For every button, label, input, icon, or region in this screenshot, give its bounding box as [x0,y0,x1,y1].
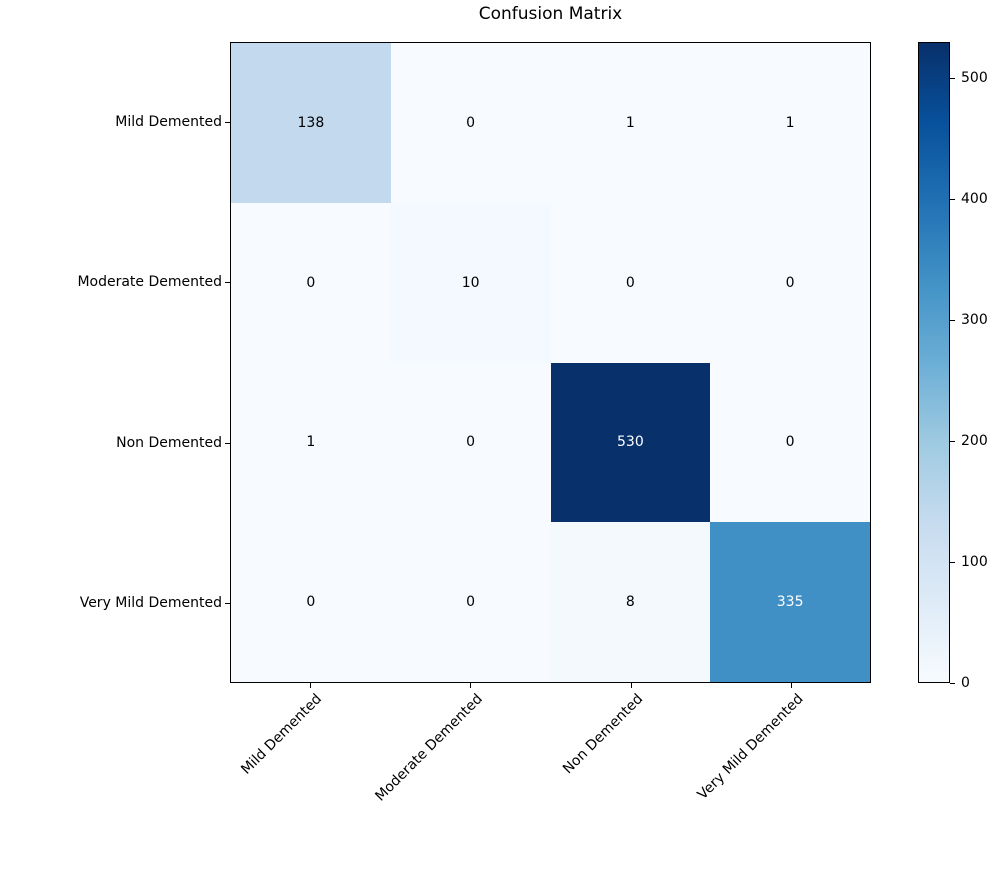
heatmap-cell-r0c1: 0 [390,43,551,203]
y-tick-mark [225,122,230,123]
heatmap-cell-r3c3: 335 [710,522,870,682]
cell-value: 0 [306,274,316,291]
colorbar-tick-label-0: 0 [961,675,970,691]
cell-value: 8 [625,594,635,611]
cell-value: 0 [785,434,795,451]
heatmap-cell-r2c1: 0 [390,362,551,523]
x-tick-label-1: Moderate Demented [372,691,486,805]
cell-value: 0 [306,594,316,611]
cell-value: 0 [466,434,476,451]
colorbar [918,42,950,683]
x-tick-label-3: Very Mild Demented [694,691,807,803]
heatmap-cell-r1c1: 10 [390,202,551,363]
heatmap-cell-r2c2: 530 [550,362,711,523]
x-tick-mark [631,683,632,688]
y-tick-label-3: Very Mild Demented [79,594,222,611]
cell-value: 1 [625,114,635,131]
cell-value: 335 [776,594,804,611]
cell-value: 530 [617,434,644,451]
colorbar-tick-mark [950,441,955,442]
y-tick-label-2: Non Demented [116,434,222,451]
x-tick-label-0: Mild Demented [238,691,326,778]
heatmap-cell-r3c1: 0 [390,522,551,682]
y-tick-mark [225,282,230,283]
heatmap-cell-r3c2: 8 [550,522,711,682]
cell-value: 0 [625,274,635,291]
colorbar-tick-mark [950,683,955,684]
x-tick-mark [310,683,311,688]
heatmap-cell-r3c0: 0 [231,522,391,682]
colorbar-tick-mark [950,78,955,79]
cell-value: 0 [785,274,795,291]
x-tick-mark [470,683,471,688]
cell-value: 1 [306,434,316,451]
cell-value: 1 [785,114,795,131]
heatmap-cell-r1c2: 0 [550,202,711,363]
colorbar-tick-label-100: 100 [961,554,988,571]
colorbar-tick-label-400: 400 [961,191,988,208]
heatmap-cell-r1c0: 0 [231,202,391,363]
colorbar-tick-label-500: 500 [961,70,988,87]
y-tick-mark [225,443,230,444]
heatmap-cell-r0c2: 1 [550,43,711,203]
y-tick-mark [225,603,230,604]
x-tick-label-2: Non Demented [559,691,646,778]
heatmap-cell-r0c0: 138 [231,43,391,203]
cell-value: 10 [461,274,480,291]
y-tick-label-0: Mild Demented [115,114,222,131]
cell-value: 138 [297,114,325,131]
x-tick-mark [791,683,792,688]
heatmap-cell-r2c3: 0 [710,362,870,523]
colorbar-tick-label-200: 200 [961,433,988,450]
heatmap-cell-r0c3: 1 [710,43,870,203]
chart-title: Confusion Matrix [478,4,623,24]
colorbar-tick-mark [950,199,955,200]
heatmap-cell-r2c0: 1 [231,362,391,523]
colorbar-tick-mark [950,562,955,563]
heatmap-cell-r1c3: 0 [710,202,870,363]
cell-value: 0 [466,594,476,611]
colorbar-tick-label-300: 300 [961,312,988,329]
heatmap-plot: 138 0 1 1 0 10 0 0 1 0 530 0 0 0 8 335 [230,42,871,683]
colorbar-tick-mark [950,320,955,321]
cell-value: 0 [466,114,476,131]
y-tick-label-1: Moderate Demented [77,274,222,291]
